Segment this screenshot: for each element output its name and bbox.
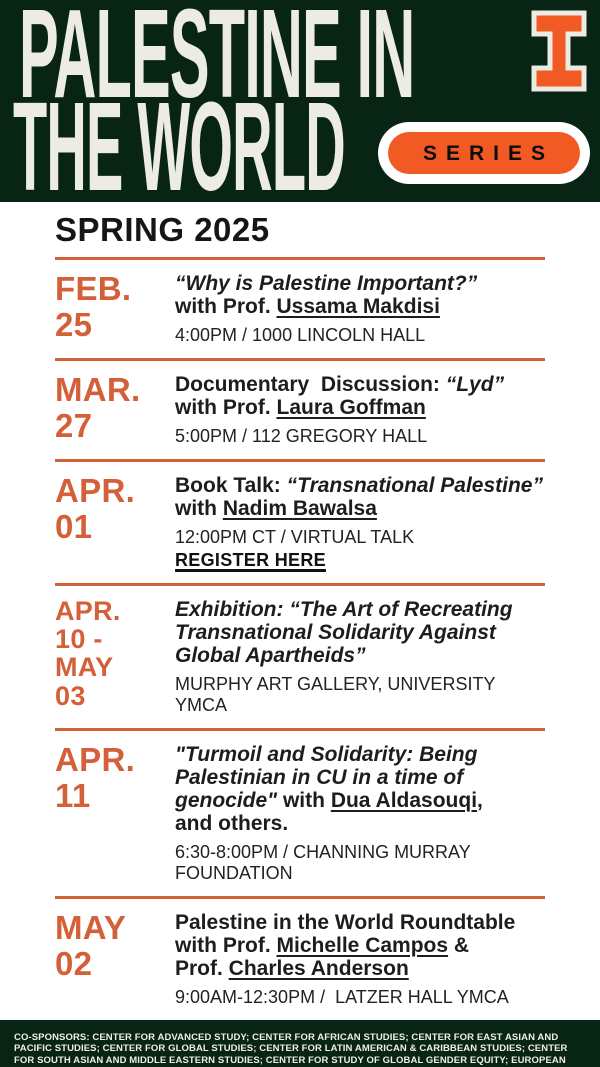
title-text: Palestinian in CU in a time of: [175, 765, 464, 789]
event-row: APR. 10 - MAY 03 Exhibition: “The Art of Re…: [55, 586, 545, 728]
event-divider: [55, 895, 545, 899]
cosponsors-text: CO-SPONSORS: CENTER FOR ADVANCED STUDY; …: [14, 1031, 568, 1067]
event-divider: [55, 357, 545, 361]
poster-title-line2: THE WORLD: [13, 76, 346, 218]
title-text: Transnational Solidarity Against: [175, 620, 496, 644]
event-details: Documentary Discussion: “Lyd” with Prof. …: [175, 371, 545, 447]
event-row: MAR. 27 Documentary Discussion: “Lyd” with…: [55, 361, 545, 459]
season-heading: SPRING 2025: [55, 211, 270, 248]
event-date: APR. 01: [55, 471, 136, 545]
event-row: FEB. 25 “Why is Palestine Important?” with…: [55, 260, 545, 358]
event-details: Palestine in the World Roundtable with Pr…: [175, 909, 545, 1008]
event-date: MAR. 27: [55, 370, 141, 444]
event-row: MAY 02 Palestine in the World Roundtable w…: [55, 899, 545, 1020]
event-date: MAY 02: [55, 908, 127, 982]
event-divider: [55, 582, 545, 586]
event-time-location: 9:00AM-12:30PM / LATZER HALL YMCA: [175, 986, 509, 1007]
series-badge-pill: SERIES: [388, 132, 580, 174]
illinois-block-i-icon: [531, 10, 587, 92]
title-text: Exhibition: “The Art of Recreating: [175, 597, 513, 621]
event-row: APR. 11 "Turmoil and Solidarity: Being Pal…: [55, 731, 545, 896]
event-time-location: 5:00PM / 112 GREGORY HALL: [175, 425, 428, 446]
event-row: APR. 01 Book Talk: “Transnational Palesti…: [55, 462, 545, 583]
event-time-location: 6:30-8:00PM / CHANNING MURRAY FOUNDATION: [175, 841, 471, 883]
title-text: with Prof.: [175, 294, 277, 318]
event-date: FEB. 25: [55, 269, 132, 343]
series-badge-label: SERIES: [422, 141, 555, 165]
title-text: "Turmoil and Solidarity: Being: [175, 742, 478, 766]
event-title: Documentary Discussion: “Lyd” with Prof. …: [175, 373, 545, 419]
event-title: “Why is Palestine Important?” with Prof. …: [175, 272, 545, 318]
top-divider: [55, 256, 545, 260]
title-text: and others.: [175, 811, 289, 835]
event-title: Exhibition: “The Art of Recreating Transn…: [175, 598, 545, 667]
title-text: Global Apartheids”: [175, 643, 366, 667]
event-details: Book Talk: “Transnational Palestine” with…: [175, 472, 545, 571]
poster-footer: CO-SPONSORS: CENTER FOR ADVANCED STUDY; …: [0, 1019, 600, 1067]
event-divider: [55, 727, 545, 731]
series-badge: SERIES: [378, 122, 590, 184]
register-link[interactable]: REGISTER HERE: [175, 549, 326, 570]
title-text: “Lyd”: [445, 372, 505, 396]
poster-title-line1: PALESTINE IN: [19, 0, 415, 125]
title-text: with Prof.: [175, 933, 277, 957]
event-title: Book Talk: “Transnational Palestine” with…: [175, 474, 545, 520]
title-text: “Why is Palestine Important?”: [175, 271, 478, 295]
speaker-name: Nadim Bawalsa: [222, 496, 377, 520]
title-text: with: [175, 496, 223, 520]
title-text: Documentary Discussion:: [175, 372, 446, 396]
event-time-location: 12:00PM CT / VIRTUAL TALK: [175, 526, 415, 547]
speaker-name: Michelle Campos: [276, 933, 449, 957]
title-text: ,: [477, 788, 483, 812]
poster-header: PALESTINE IN THE WORLD SERIES: [0, 0, 600, 210]
title-text: Palestine in the World Roundtable: [175, 910, 516, 934]
speaker-name: Ussama Makdisi: [276, 294, 440, 318]
title-text: Prof.: [175, 956, 229, 980]
event-details: "Turmoil and Solidarity: Being Palestinia…: [175, 741, 545, 884]
event-schedule: SPRING 2025 FEB. 25 “Why is Palestine Imp…: [0, 202, 600, 1020]
event-date: APR. 11: [55, 740, 136, 814]
event-title: Palestine in the World Roundtable with Pr…: [175, 911, 545, 980]
speaker-name: Dua Aldasouqi: [330, 788, 478, 812]
event-title: "Turmoil and Solidarity: Being Palestinia…: [175, 743, 545, 835]
event-date: APR. 10 - MAY 03: [55, 595, 121, 711]
event-divider: [55, 458, 545, 462]
event-time-location: MURPHY ART GALLERY, UNIVERSITY YMCA: [175, 673, 496, 715]
title-text: &: [448, 933, 470, 957]
title-text: with Prof.: [175, 395, 277, 419]
speaker-name: Laura Goffman: [276, 395, 426, 419]
event-time-location: 4:00PM / 1000 LINCOLN HALL: [175, 324, 426, 345]
title-text: “Transnational Palestine”: [286, 473, 543, 497]
speaker-name: Charles Anderson: [228, 956, 409, 980]
event-details: “Why is Palestine Important?” with Prof. …: [175, 270, 545, 346]
title-text: with: [277, 788, 331, 812]
event-list: FEB. 25 “Why is Palestine Important?” with…: [55, 260, 545, 1020]
event-details: Exhibition: “The Art of Recreating Transn…: [175, 596, 545, 716]
title-text: Book Talk:: [175, 473, 287, 497]
title-text: genocide": [175, 788, 278, 812]
